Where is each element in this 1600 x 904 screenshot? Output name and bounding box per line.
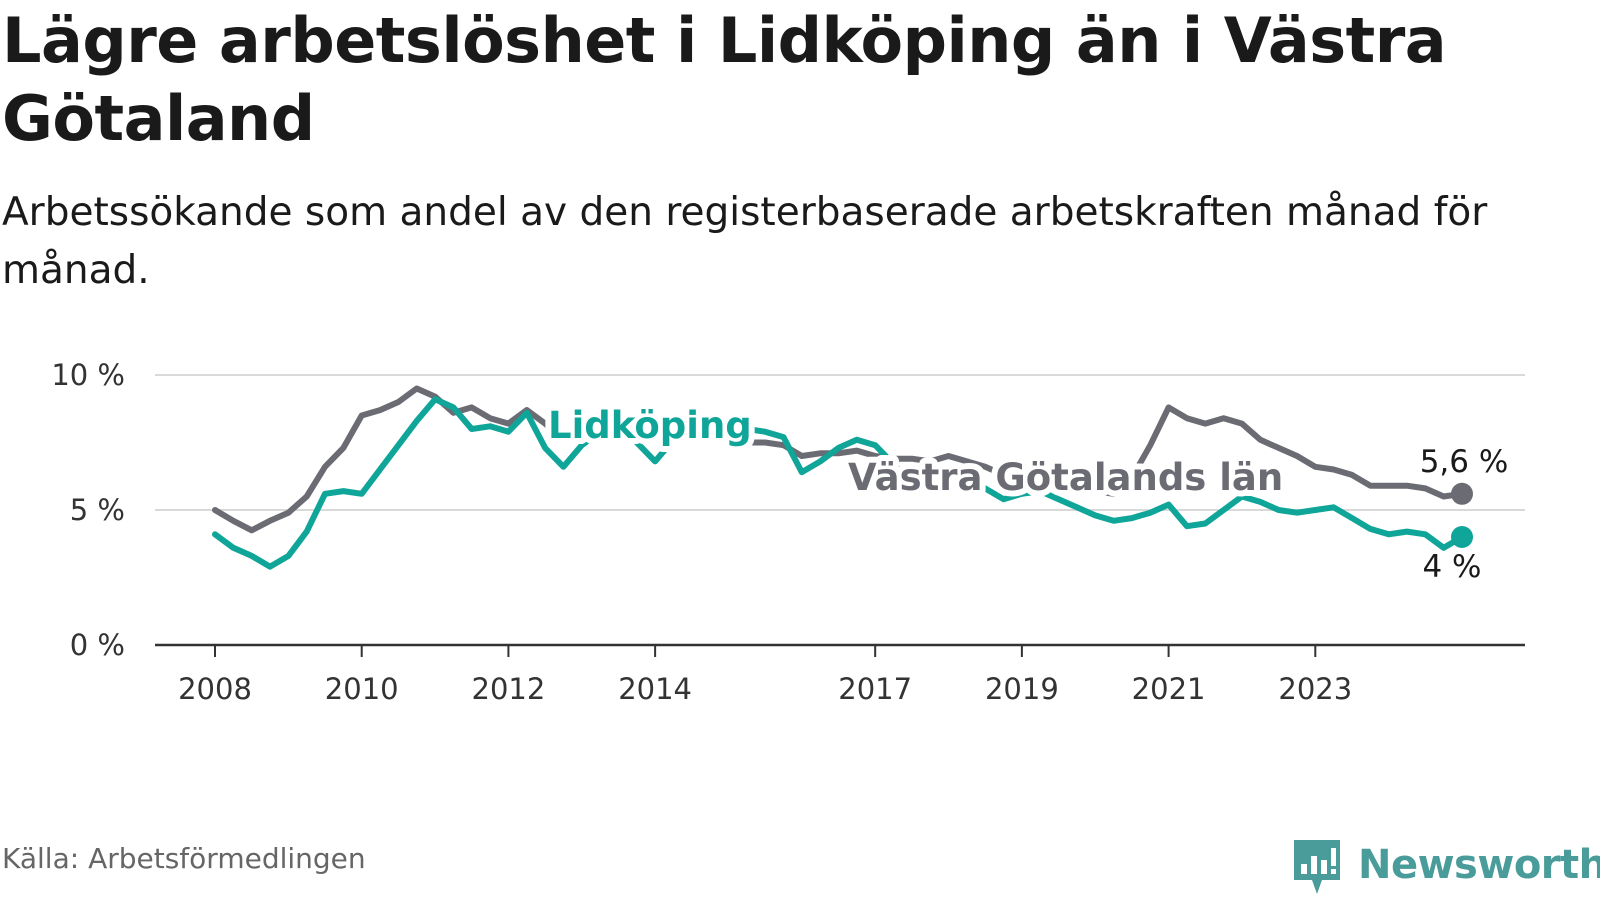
series-line-lidkoping	[212, 396, 1465, 570]
chart-title: Lägre arbetslöshet i Lidköping än i Väst…	[2, 4, 1447, 155]
x-tick-label: 2012	[472, 672, 546, 706]
series-labels: 5,6 % 4 % Lidköping Västra Götalands län	[542, 398, 1509, 585]
chart-subtitle: Arbetssökande som andel av den registerb…	[2, 190, 1488, 293]
y-tick-label: 5 %	[70, 493, 125, 527]
end-value-label-lidkoping: 4 %	[1422, 549, 1481, 585]
gridlines	[155, 374, 1525, 511]
brand-name: Newsworthy	[1358, 842, 1600, 888]
series-label-vastra: Västra Götalands län	[848, 456, 1283, 499]
end-value-label-vastra: 5,6 %	[1420, 444, 1509, 480]
y-tick-label: 0 %	[70, 628, 125, 662]
series-line-vastra	[212, 385, 1465, 534]
source-note: Källa: Arbetsförmedlingen	[2, 842, 366, 875]
newsworthy-icon	[1294, 840, 1340, 894]
series-lines	[212, 385, 1473, 570]
x-tick-label: 2017	[838, 672, 912, 706]
end-point-lidkoping	[1451, 526, 1473, 548]
x-tick-label: 2010	[325, 672, 399, 706]
x-tick-label: 2014	[618, 672, 692, 706]
end-point-vastra	[1451, 482, 1473, 505]
x-tick-label: 2008	[178, 672, 252, 706]
x-tick-label: 2023	[1278, 672, 1352, 706]
x-tick-label: 2019	[985, 672, 1059, 706]
x-tick-label: 2021	[1132, 672, 1206, 706]
axes: 0 % 5 % 10 % 2008 2010 2012 2014 2017 2019 2021 20…	[51, 358, 1525, 706]
series-label-lidkoping: Lidköping	[548, 404, 752, 447]
y-tick-label: 10 %	[51, 358, 125, 392]
newsworthy-logo[interactable]: Newsworthy	[1292, 838, 1600, 904]
